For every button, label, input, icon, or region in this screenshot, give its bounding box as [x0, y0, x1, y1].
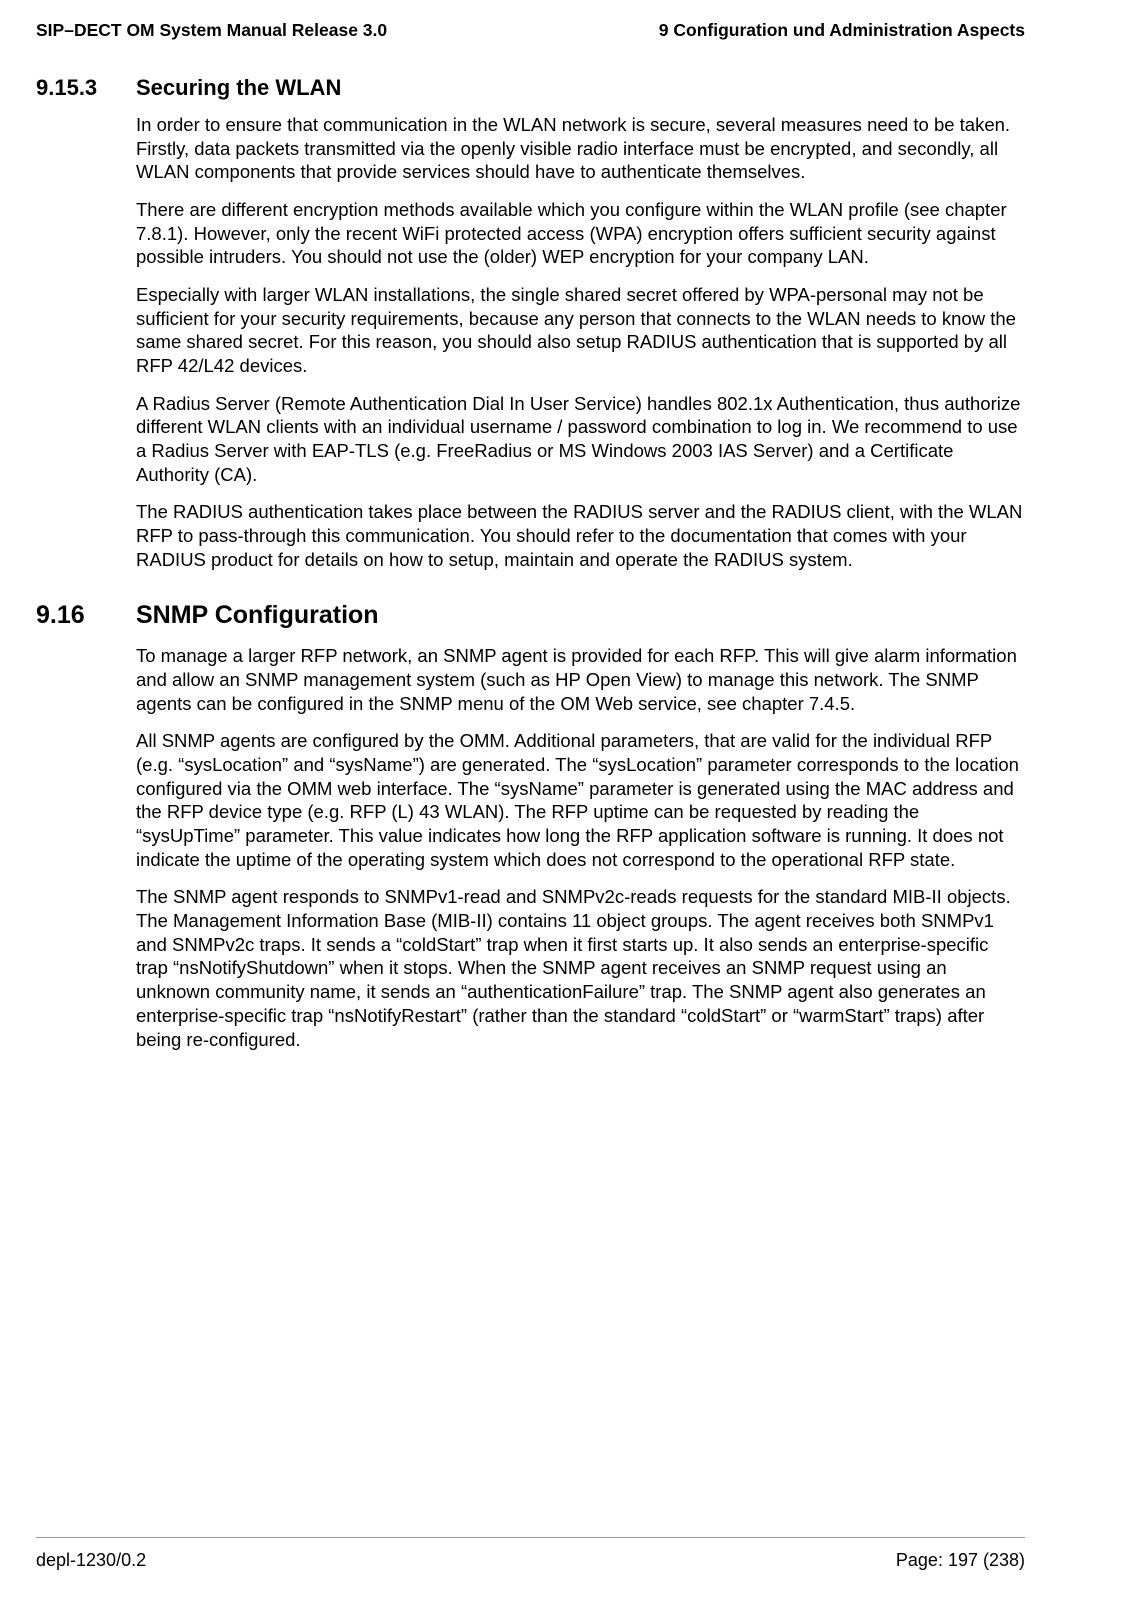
- paragraph: Especially with larger WLAN installation…: [136, 283, 1025, 378]
- section-title: SNMP Configuration: [136, 601, 379, 630]
- paragraph: The RADIUS authentication takes place be…: [136, 500, 1025, 571]
- page: SIP–DECT OM System Manual Release 3.0 9 …: [0, 0, 1121, 1051]
- paragraph: All SNMP agents are configured by the OM…: [136, 729, 1025, 871]
- section-body-9-15-3: In order to ensure that communication in…: [136, 113, 1025, 571]
- header-right: 9 Configuration und Administration Aspec…: [659, 20, 1025, 41]
- page-footer: depl-1230/0.2 Page: 197 (238): [36, 1537, 1025, 1571]
- paragraph: To manage a larger RFP network, an SNMP …: [136, 644, 1025, 715]
- paragraph: In order to ensure that communication in…: [136, 113, 1025, 184]
- section-number: 9.16: [36, 601, 136, 630]
- header-left: SIP–DECT OM System Manual Release 3.0: [36, 20, 387, 41]
- section-body-9-16: To manage a larger RFP network, an SNMP …: [136, 644, 1025, 1051]
- section-number: 9.15.3: [36, 75, 136, 101]
- footer-left: depl-1230/0.2: [36, 1550, 146, 1571]
- page-header: SIP–DECT OM System Manual Release 3.0 9 …: [36, 20, 1025, 75]
- section-title: Securing the WLAN: [136, 75, 341, 101]
- section-heading-9-16: 9.16 SNMP Configuration: [36, 601, 1025, 630]
- paragraph: A Radius Server (Remote Authentication D…: [136, 392, 1025, 487]
- paragraph: There are different encryption methods a…: [136, 198, 1025, 269]
- section-heading-9-15-3: 9.15.3 Securing the WLAN: [36, 75, 1025, 101]
- footer-right: Page: 197 (238): [896, 1550, 1025, 1571]
- paragraph: The SNMP agent responds to SNMPv1-read a…: [136, 885, 1025, 1051]
